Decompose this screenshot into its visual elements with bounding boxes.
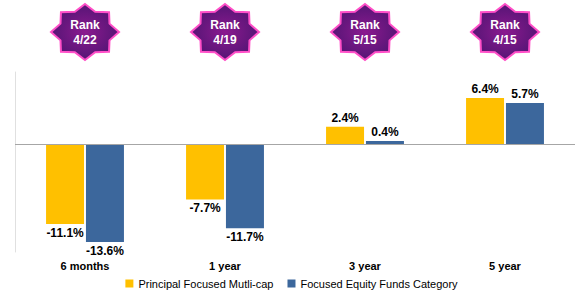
svg-text:0.4%: 0.4% — [371, 125, 399, 139]
svg-text:-7.7%: -7.7% — [189, 201, 221, 215]
svg-text:5/15: 5/15 — [353, 33, 377, 47]
svg-text:6 months: 6 months — [61, 260, 110, 272]
svg-text:Principal Focused Mutli-cap: Principal Focused Mutli-cap — [138, 278, 273, 290]
svg-text:4/15: 4/15 — [493, 33, 517, 47]
svg-text:Rank: Rank — [70, 18, 100, 32]
svg-text:Rank: Rank — [210, 18, 240, 32]
svg-text:1 year: 1 year — [209, 260, 242, 272]
svg-text:6.4%: 6.4% — [471, 82, 499, 96]
svg-text:-11.1%: -11.1% — [46, 226, 84, 240]
svg-text:-11.7%: -11.7% — [226, 230, 264, 244]
svg-text:5 year: 5 year — [489, 260, 522, 272]
svg-text:Rank: Rank — [490, 18, 520, 32]
svg-text:4/22: 4/22 — [73, 33, 97, 47]
svg-text:-13.6%: -13.6% — [86, 244, 124, 258]
svg-text:Focused Equity Funds Category: Focused Equity Funds Category — [300, 278, 458, 290]
svg-text:3 year: 3 year — [349, 260, 382, 272]
svg-text:2.4%: 2.4% — [331, 111, 359, 125]
svg-text:4/19: 4/19 — [213, 33, 237, 47]
svg-text:5.7%: 5.7% — [511, 87, 539, 101]
svg-text:Rank: Rank — [350, 18, 380, 32]
